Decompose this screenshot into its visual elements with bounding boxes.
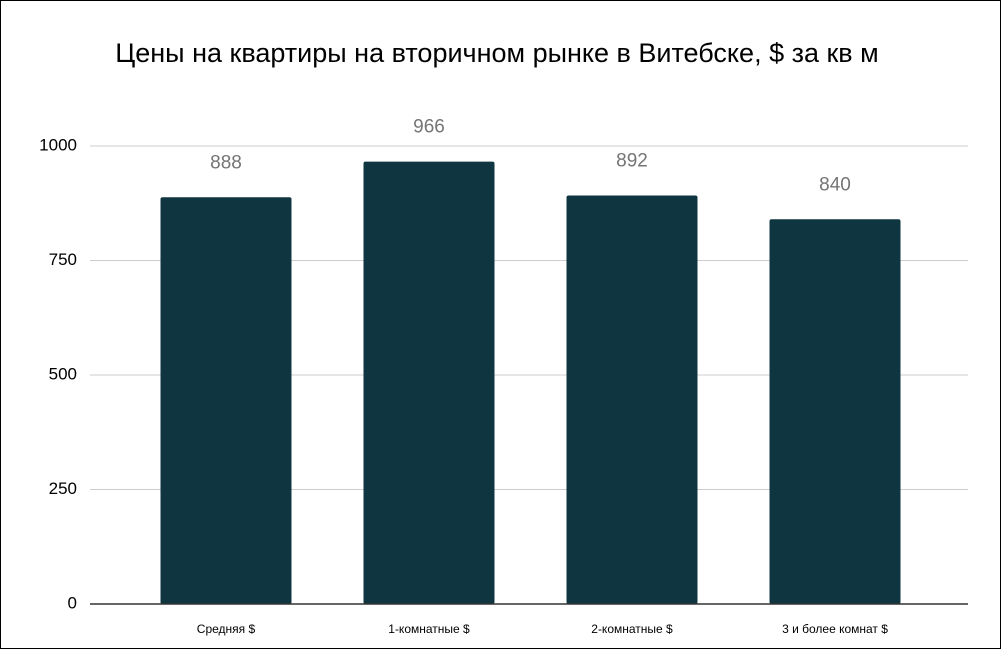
- data-label: 892: [616, 150, 648, 171]
- x-tick-label: 2-комнатные $: [591, 622, 673, 636]
- x-tick-label: 1-комнатные $: [388, 622, 470, 636]
- bar: [363, 161, 495, 604]
- x-tick-label: 3 и более комнат $: [782, 622, 888, 636]
- data-label: 888: [210, 152, 242, 173]
- bar: [769, 219, 901, 604]
- y-tick-label: 1000: [39, 135, 77, 154]
- bar: [566, 195, 698, 605]
- data-label: 840: [819, 174, 851, 195]
- chart-title: Цены на квартиры на вторичном рынке в Ви…: [115, 38, 878, 68]
- data-label: 966: [413, 117, 445, 138]
- y-tick-label: 750: [49, 250, 77, 269]
- x-tick-label: Средняя $: [197, 622, 256, 636]
- y-tick-label: 0: [68, 593, 77, 612]
- y-tick-label: 500: [49, 364, 77, 383]
- y-tick-label: 250: [49, 479, 77, 498]
- bar: [160, 197, 292, 604]
